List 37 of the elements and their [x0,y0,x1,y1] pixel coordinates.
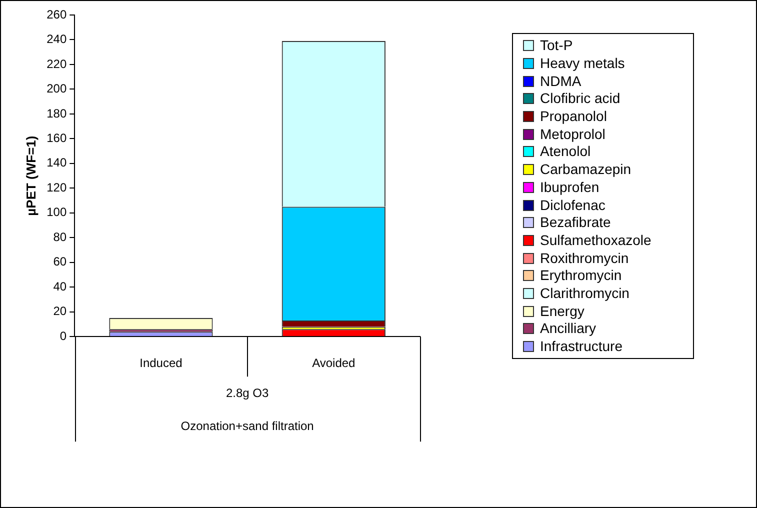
legend-label: Atenolol [540,143,591,160]
y-tick-label: 260 [46,7,67,22]
y-tick-label: 160 [46,131,67,146]
y-tick-label: 140 [46,156,67,170]
legend-label: Heavy metals [540,55,625,72]
y-tick-label: 100 [46,205,67,220]
y-tick-label: 180 [46,106,67,120]
x-tick-label: Induced [140,356,182,370]
y-tick-label: 40 [53,279,67,294]
legend-label: Clarithromycin [540,284,630,302]
y-tick-label: 20 [53,304,67,318]
legend-label: Tot-P [540,37,573,54]
y-tick-label: 220 [46,56,67,71]
legend-label: Clofibric acid [540,90,620,108]
y-tick-label: 60 [53,254,67,269]
y-tick-label: 120 [46,180,67,194]
legend-label: Sulfamethoxazole [540,232,652,249]
legend-label: Roxithromycin [540,250,629,267]
legend-label: Propanolol [540,108,607,126]
legend-label: Ibuprofen [540,178,600,196]
legend-label: Diclofenac [540,196,606,214]
y-tick-label: 240 [46,32,67,46]
legend-label: Energy [540,302,584,320]
legend-label: Carbamazepin [540,161,632,178]
text: Ozonation+sand filtration [180,418,314,433]
legend-label: Infrastructure [540,338,622,356]
text: 2.8g O3 [226,386,269,400]
y-axis-title: µPET (WF=1) [23,136,38,216]
x-tick-label: Avoided [312,356,356,370]
legend-label: Erythromycin [540,267,622,284]
y-tick-label: 80 [53,230,67,244]
legend-label: Bezafibrate [540,214,611,232]
legend-label: Metoprolol [540,126,606,143]
legend-label: NDMA [540,72,582,90]
legend-label: Ancilliary [540,320,596,338]
y-tick-label: 0 [60,328,67,343]
y-tick-label: 200 [46,82,67,96]
